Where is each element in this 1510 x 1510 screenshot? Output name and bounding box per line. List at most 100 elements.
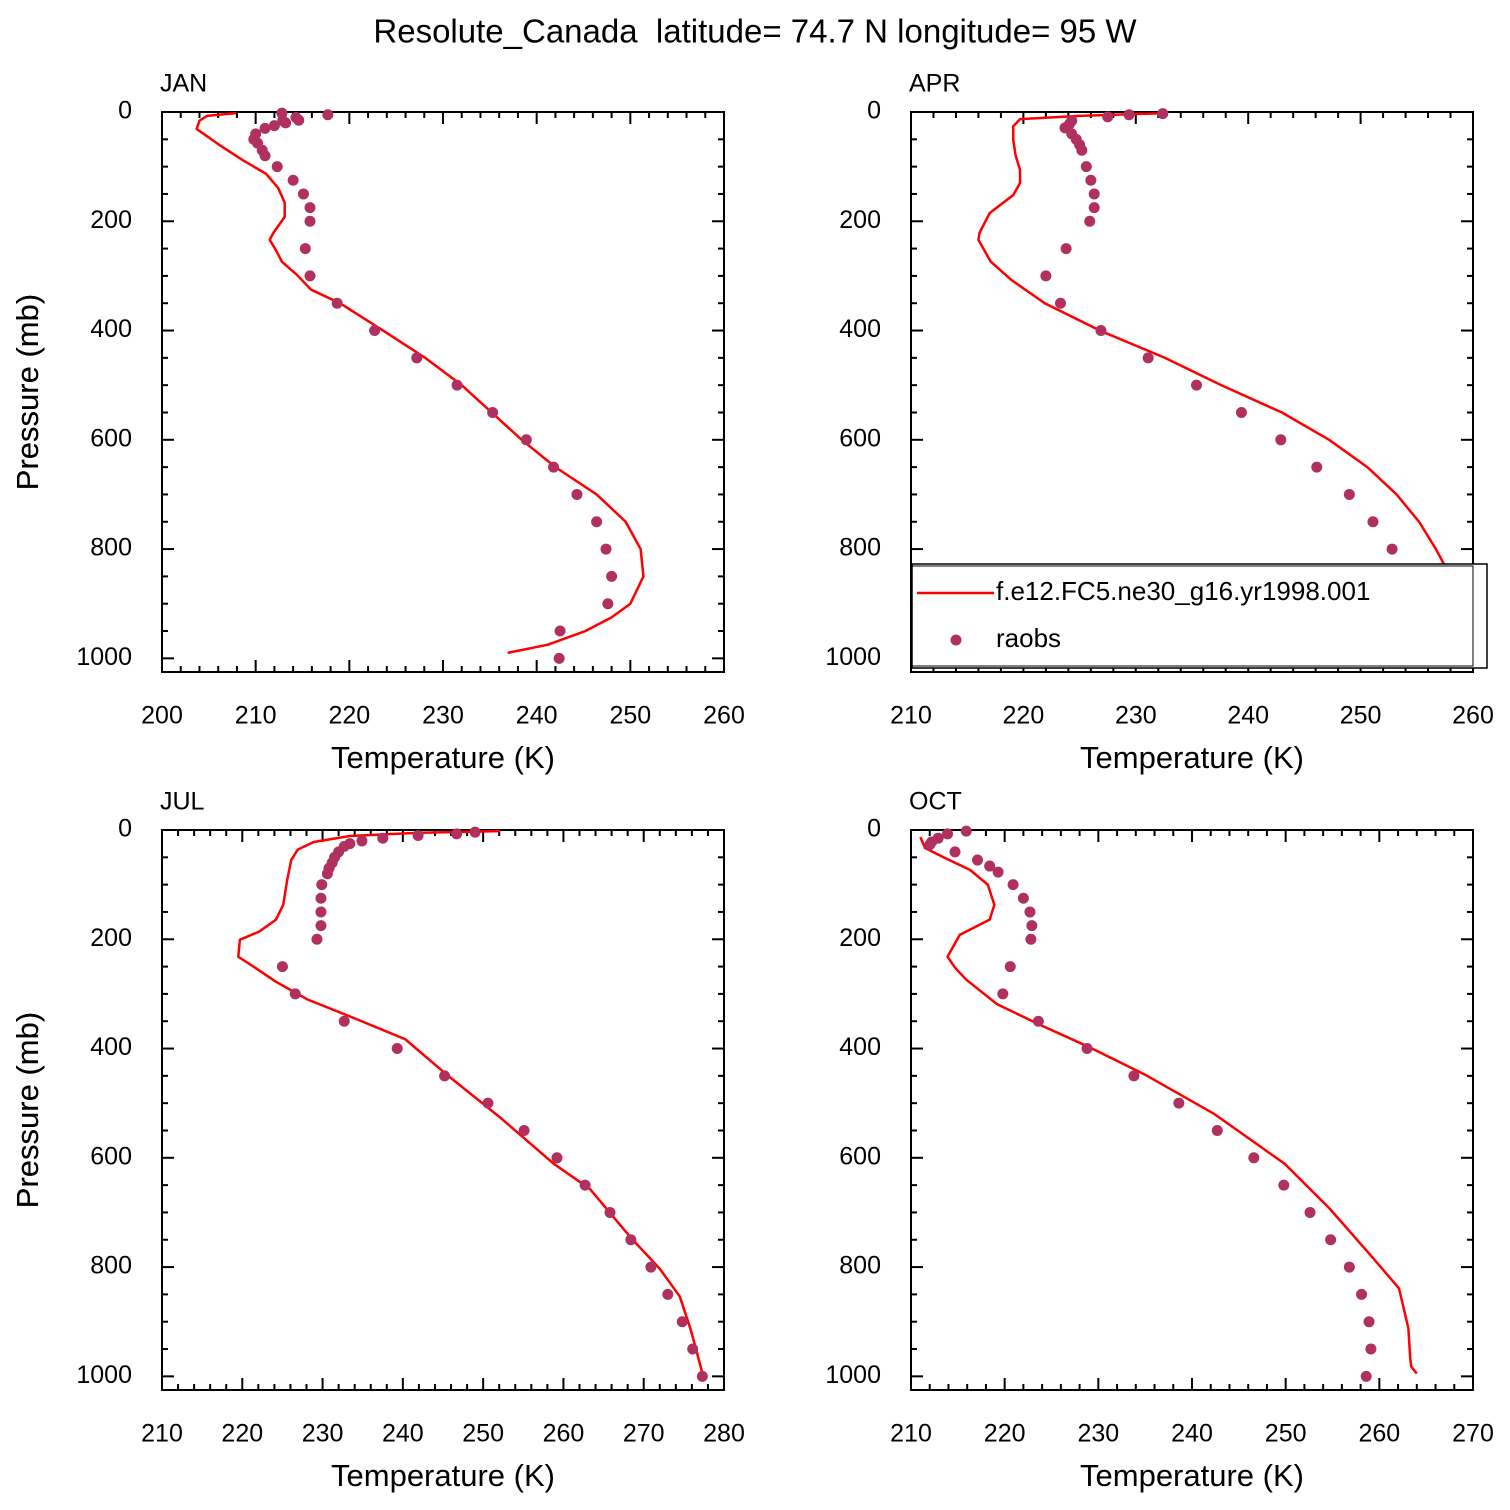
obs-point <box>391 1043 403 1055</box>
obs-point <box>1173 1097 1185 1109</box>
obs-point <box>1007 879 1019 891</box>
y-tick-label: 400 <box>90 1033 132 1061</box>
model-line <box>919 836 1418 1375</box>
x-tick-label: 250 <box>1340 702 1382 730</box>
obs-point <box>377 832 389 844</box>
obs-point <box>1060 243 1072 255</box>
x-axis-title: Temperature (K) <box>331 1458 555 1493</box>
obs-point <box>322 109 334 121</box>
y-tick-label: 800 <box>839 1252 881 1280</box>
obs-point <box>591 516 603 528</box>
obs-point <box>482 1097 494 1109</box>
plot-frame <box>161 111 725 673</box>
y-axis-title: Pressure (mb) <box>10 294 45 490</box>
obs-point <box>1363 1316 1375 1328</box>
obs-point <box>259 150 271 162</box>
obs-point <box>1025 933 1037 945</box>
y-tick-label: 600 <box>90 1142 132 1170</box>
obs-point <box>1304 1206 1316 1218</box>
panel-title: JAN <box>160 70 207 98</box>
obs-point <box>600 543 612 555</box>
obs-point <box>356 835 368 847</box>
legend-dot <box>950 634 962 646</box>
obs-point <box>451 828 463 840</box>
obs-point <box>1040 270 1052 282</box>
x-tick-label: 220 <box>328 702 370 730</box>
obs-point <box>551 1152 563 1164</box>
y-tick-label: 0 <box>867 97 881 125</box>
x-axis-title: Temperature (K) <box>1080 740 1304 775</box>
panel: APR Temperature (K) Pressure (mb) 210 220 230… <box>10 70 1494 776</box>
obs-point <box>280 117 292 129</box>
y-tick-label: 1000 <box>825 643 881 671</box>
obs-point <box>554 625 566 637</box>
x-tick-label: 250 <box>609 702 651 730</box>
obs-point <box>949 846 961 858</box>
obs-point <box>1004 961 1016 973</box>
obs-point <box>293 114 305 126</box>
obs-point <box>602 598 614 610</box>
legend-inner <box>911 565 1474 667</box>
model-line <box>977 111 1459 660</box>
panel: JUL Temperature (K) Pressure (mb) 210 220 230… <box>10 788 745 1494</box>
x-tick-label: 240 <box>1171 1420 1213 1448</box>
obs-point <box>412 829 424 841</box>
obs-point <box>304 270 316 282</box>
x-tick-label: 260 <box>1358 1420 1400 1448</box>
x-axis-title: Temperature (K) <box>331 740 555 775</box>
obs-point <box>924 839 936 851</box>
plot-frame <box>161 829 725 1391</box>
x-tick-label: 220 <box>221 1420 263 1448</box>
y-tick-label: 400 <box>839 315 881 343</box>
obs-point <box>1278 1179 1290 1191</box>
y-tick-label: 200 <box>90 206 132 234</box>
y-tick-label: 1000 <box>76 643 132 671</box>
obs-point <box>1095 325 1107 337</box>
obs-point <box>331 297 343 309</box>
obs-point <box>960 825 972 837</box>
obs-point <box>984 860 996 872</box>
obs-point <box>1325 1234 1337 1246</box>
x-tick-label: 210 <box>235 702 277 730</box>
obs-point <box>1343 488 1355 500</box>
x-tick-label: 200 <box>141 702 183 730</box>
obs-point <box>304 202 316 214</box>
panel: OCT Temperature (K) Pressure (mb) 210 220 230… <box>10 788 1494 1494</box>
y-tick-label: 400 <box>839 1033 881 1061</box>
panel-title: JUL <box>160 788 205 816</box>
obs-point <box>1080 161 1092 173</box>
x-axis-title: Temperature (K) <box>1080 1458 1304 1493</box>
obs-point <box>942 828 954 840</box>
obs-point <box>1054 297 1066 309</box>
obs-point <box>259 122 271 134</box>
x-tick-label: 250 <box>462 1420 504 1448</box>
obs-point <box>972 854 984 866</box>
obs-point <box>487 406 499 418</box>
plot-frame <box>910 111 1474 673</box>
obs-point <box>1081 1043 1093 1055</box>
y-tick-label: 400 <box>90 315 132 343</box>
obs-point <box>451 379 463 391</box>
obs-point <box>1142 352 1154 364</box>
x-tick-label: 250 <box>1265 1420 1307 1448</box>
x-tick-label: 230 <box>422 702 464 730</box>
y-tick-label: 0 <box>118 815 132 843</box>
obs-point <box>696 1370 708 1382</box>
y-tick-label: 0 <box>118 97 132 125</box>
x-tick-label: 210 <box>141 1420 183 1448</box>
x-tick-label: 280 <box>703 1420 745 1448</box>
model-line <box>195 111 645 655</box>
obs-point <box>321 868 333 880</box>
obs-point <box>268 120 280 132</box>
obs-point <box>992 866 1004 878</box>
obs-point <box>687 1343 699 1355</box>
obs-point <box>1076 144 1088 156</box>
obs-point <box>520 434 532 446</box>
obs-point <box>518 1124 530 1136</box>
obs-point <box>579 1179 591 1191</box>
obs-point <box>662 1288 674 1300</box>
obs-point <box>1311 461 1323 473</box>
obs-point <box>289 988 301 1000</box>
x-tick-label: 270 <box>623 1420 665 1448</box>
